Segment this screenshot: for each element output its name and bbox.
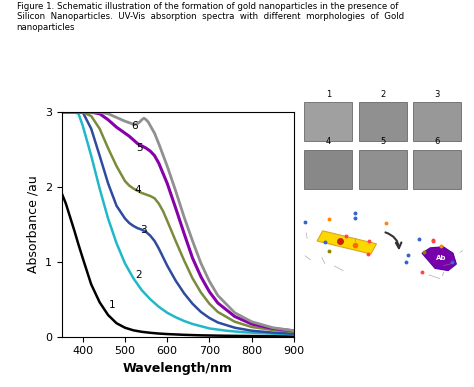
Text: 6: 6 — [435, 137, 440, 146]
FancyBboxPatch shape — [359, 103, 407, 141]
Text: 3: 3 — [435, 90, 440, 99]
FancyBboxPatch shape — [413, 103, 461, 141]
Text: 5: 5 — [380, 137, 385, 146]
Text: 4: 4 — [134, 185, 141, 195]
FancyBboxPatch shape — [304, 103, 352, 141]
Polygon shape — [422, 247, 456, 271]
FancyBboxPatch shape — [413, 150, 461, 189]
Text: 1: 1 — [109, 300, 116, 310]
Polygon shape — [317, 231, 376, 254]
Text: Ab: Ab — [436, 255, 446, 261]
FancyBboxPatch shape — [359, 150, 407, 189]
Text: 4: 4 — [326, 137, 331, 146]
Y-axis label: Absorbance /au: Absorbance /au — [26, 176, 39, 273]
Text: 1: 1 — [326, 90, 331, 99]
X-axis label: Wavelength/nm: Wavelength/nm — [123, 362, 233, 375]
Text: 6: 6 — [131, 121, 137, 131]
FancyArrowPatch shape — [385, 232, 401, 248]
FancyBboxPatch shape — [304, 150, 352, 189]
Text: nanoparticles: nanoparticles — [17, 23, 75, 32]
Text: Silicon  Nanoparticles.  UV-Vis  absorption  spectra  with  different  morpholog: Silicon Nanoparticles. UV-Vis absorption… — [17, 12, 404, 21]
Text: 5: 5 — [137, 143, 143, 153]
Text: Figure 1. Schematic illustration of the formation of gold nanoparticles in the p: Figure 1. Schematic illustration of the … — [17, 2, 398, 11]
Text: 2: 2 — [135, 271, 142, 280]
Text: 3: 3 — [140, 226, 146, 235]
Text: 2: 2 — [380, 90, 385, 99]
